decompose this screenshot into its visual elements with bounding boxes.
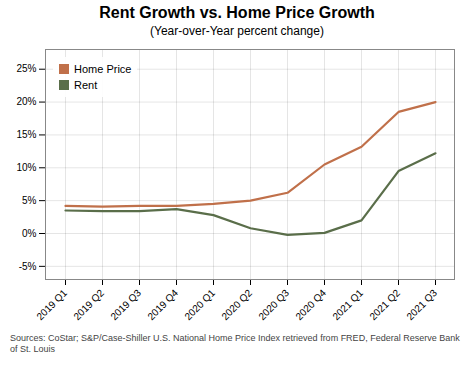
svg-text:2019 Q2: 2019 Q2 xyxy=(71,287,106,322)
html-text:(Year-over-Year percent change: (Year-over-Year percent change) xyxy=(150,24,324,38)
svg-text:2021 Q2: 2021 Q2 xyxy=(367,287,402,322)
svg-text:2020 Q1: 2020 Q1 xyxy=(182,287,217,322)
svg-text:5%: 5% xyxy=(22,195,37,206)
html-text:Home Price: Home Price xyxy=(74,63,132,75)
svg-text:10%: 10% xyxy=(16,162,36,173)
svg-text:-5%: -5% xyxy=(19,261,37,272)
svg-text:0%: 0% xyxy=(22,228,37,239)
svg-text:2019 Q3: 2019 Q3 xyxy=(108,287,143,322)
html-text:Sources: CoStar; S&P/Case-Shil: Sources: CoStar; S&P/Case-Shiller U.S. N… xyxy=(10,333,460,354)
svg-text:2020 Q4: 2020 Q4 xyxy=(293,287,328,322)
svg-text:2019 Q4: 2019 Q4 xyxy=(145,287,180,322)
html-text:Rent Growth vs. Home Price Gro: Rent Growth vs. Home Price Growth xyxy=(99,4,375,21)
svg-text:2021 Q3: 2021 Q3 xyxy=(404,287,439,322)
svg-text:20%: 20% xyxy=(16,96,36,107)
svg-text:2020 Q2: 2020 Q2 xyxy=(219,287,254,322)
html-text:Rent: Rent xyxy=(74,79,98,91)
svg-text:2021 Q1: 2021 Q1 xyxy=(330,287,365,322)
svg-text:2020 Q3: 2020 Q3 xyxy=(256,287,291,322)
svg-text:25%: 25% xyxy=(16,63,36,74)
svg-text:2019 Q1: 2019 Q1 xyxy=(34,287,69,322)
svg-text:15%: 15% xyxy=(16,129,36,140)
